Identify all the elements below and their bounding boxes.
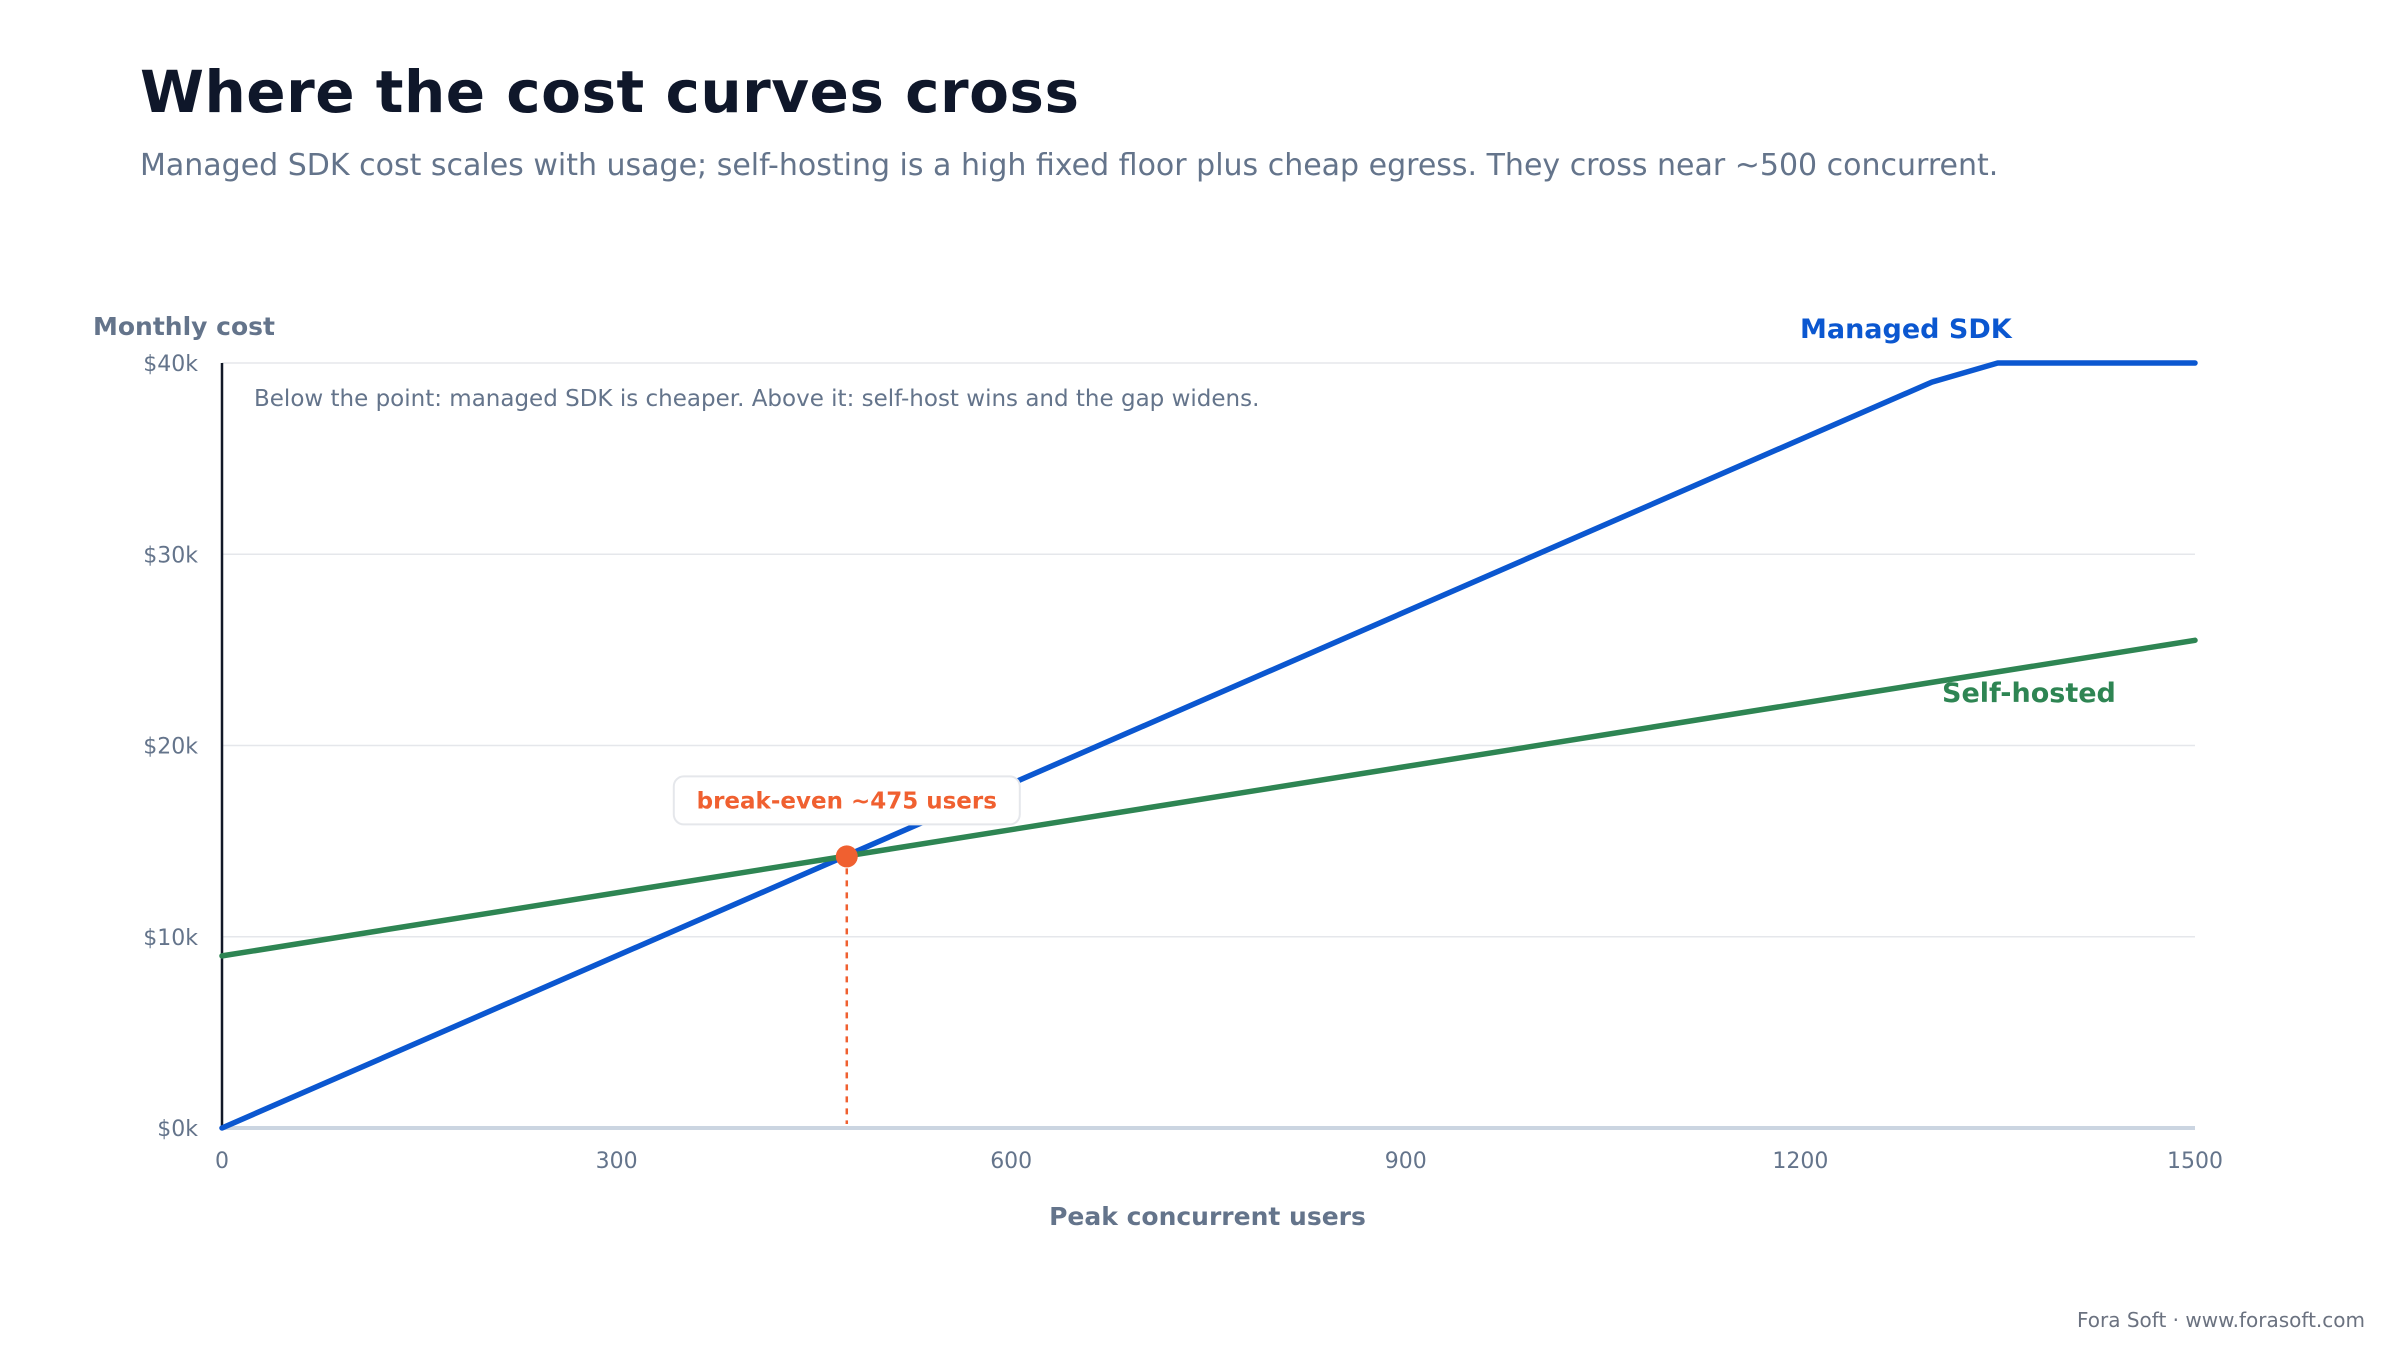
- series-lines: [219, 360, 2198, 1131]
- self-hosted-line: [219, 637, 2198, 959]
- y-tick-label: $10k: [143, 926, 198, 951]
- x-axis-ticks: 0 300 600 900 1200 1500: [215, 1149, 2223, 1174]
- break-even-label: break-even ~475 users: [697, 788, 997, 814]
- axes: [220, 363, 2195, 1130]
- managed-sdk-line: [219, 360, 2198, 1131]
- y-tick-label: $30k: [143, 543, 198, 568]
- x-tick-label: 1500: [2167, 1149, 2223, 1174]
- chart-annotation: Below the point: managed SDK is cheaper.…: [254, 386, 1259, 412]
- y-tick-label: $40k: [143, 352, 198, 377]
- self-hosted-label: Self-hosted: [1942, 678, 2116, 709]
- break-even-marker: break-even ~475 users: [672, 775, 1021, 1124]
- x-tick-label: 0: [215, 1149, 229, 1174]
- break-even-point: [835, 845, 858, 868]
- series-labels: Managed SDK Self-hosted: [1800, 314, 2116, 709]
- x-tick-label: 600: [990, 1149, 1032, 1174]
- break-even-label-box: [672, 775, 1021, 826]
- x-tick-label: 900: [1385, 1149, 1427, 1174]
- x-tick-label: 1200: [1772, 1149, 1828, 1174]
- x-axis-label: Peak concurrent users: [1049, 1202, 1366, 1231]
- gridlines: [222, 362, 2195, 938]
- y-tick-label: $0k: [157, 1117, 198, 1142]
- managed-sdk-label: Managed SDK: [1800, 314, 2013, 345]
- chart-subtitle: Managed SDK cost scales with usage; self…: [140, 148, 1999, 183]
- y-tick-label: $20k: [143, 735, 198, 760]
- footer-credit: Fora Soft · www.forasoft.com: [2076, 1308, 2365, 1332]
- y-axis-ticks: $0k $10k $20k $30k $40k: [143, 352, 198, 1142]
- x-tick-label: 300: [596, 1149, 638, 1174]
- y-axis-label: Monthly cost: [93, 312, 275, 341]
- chart-title: Where the cost curves cross: [140, 58, 1080, 126]
